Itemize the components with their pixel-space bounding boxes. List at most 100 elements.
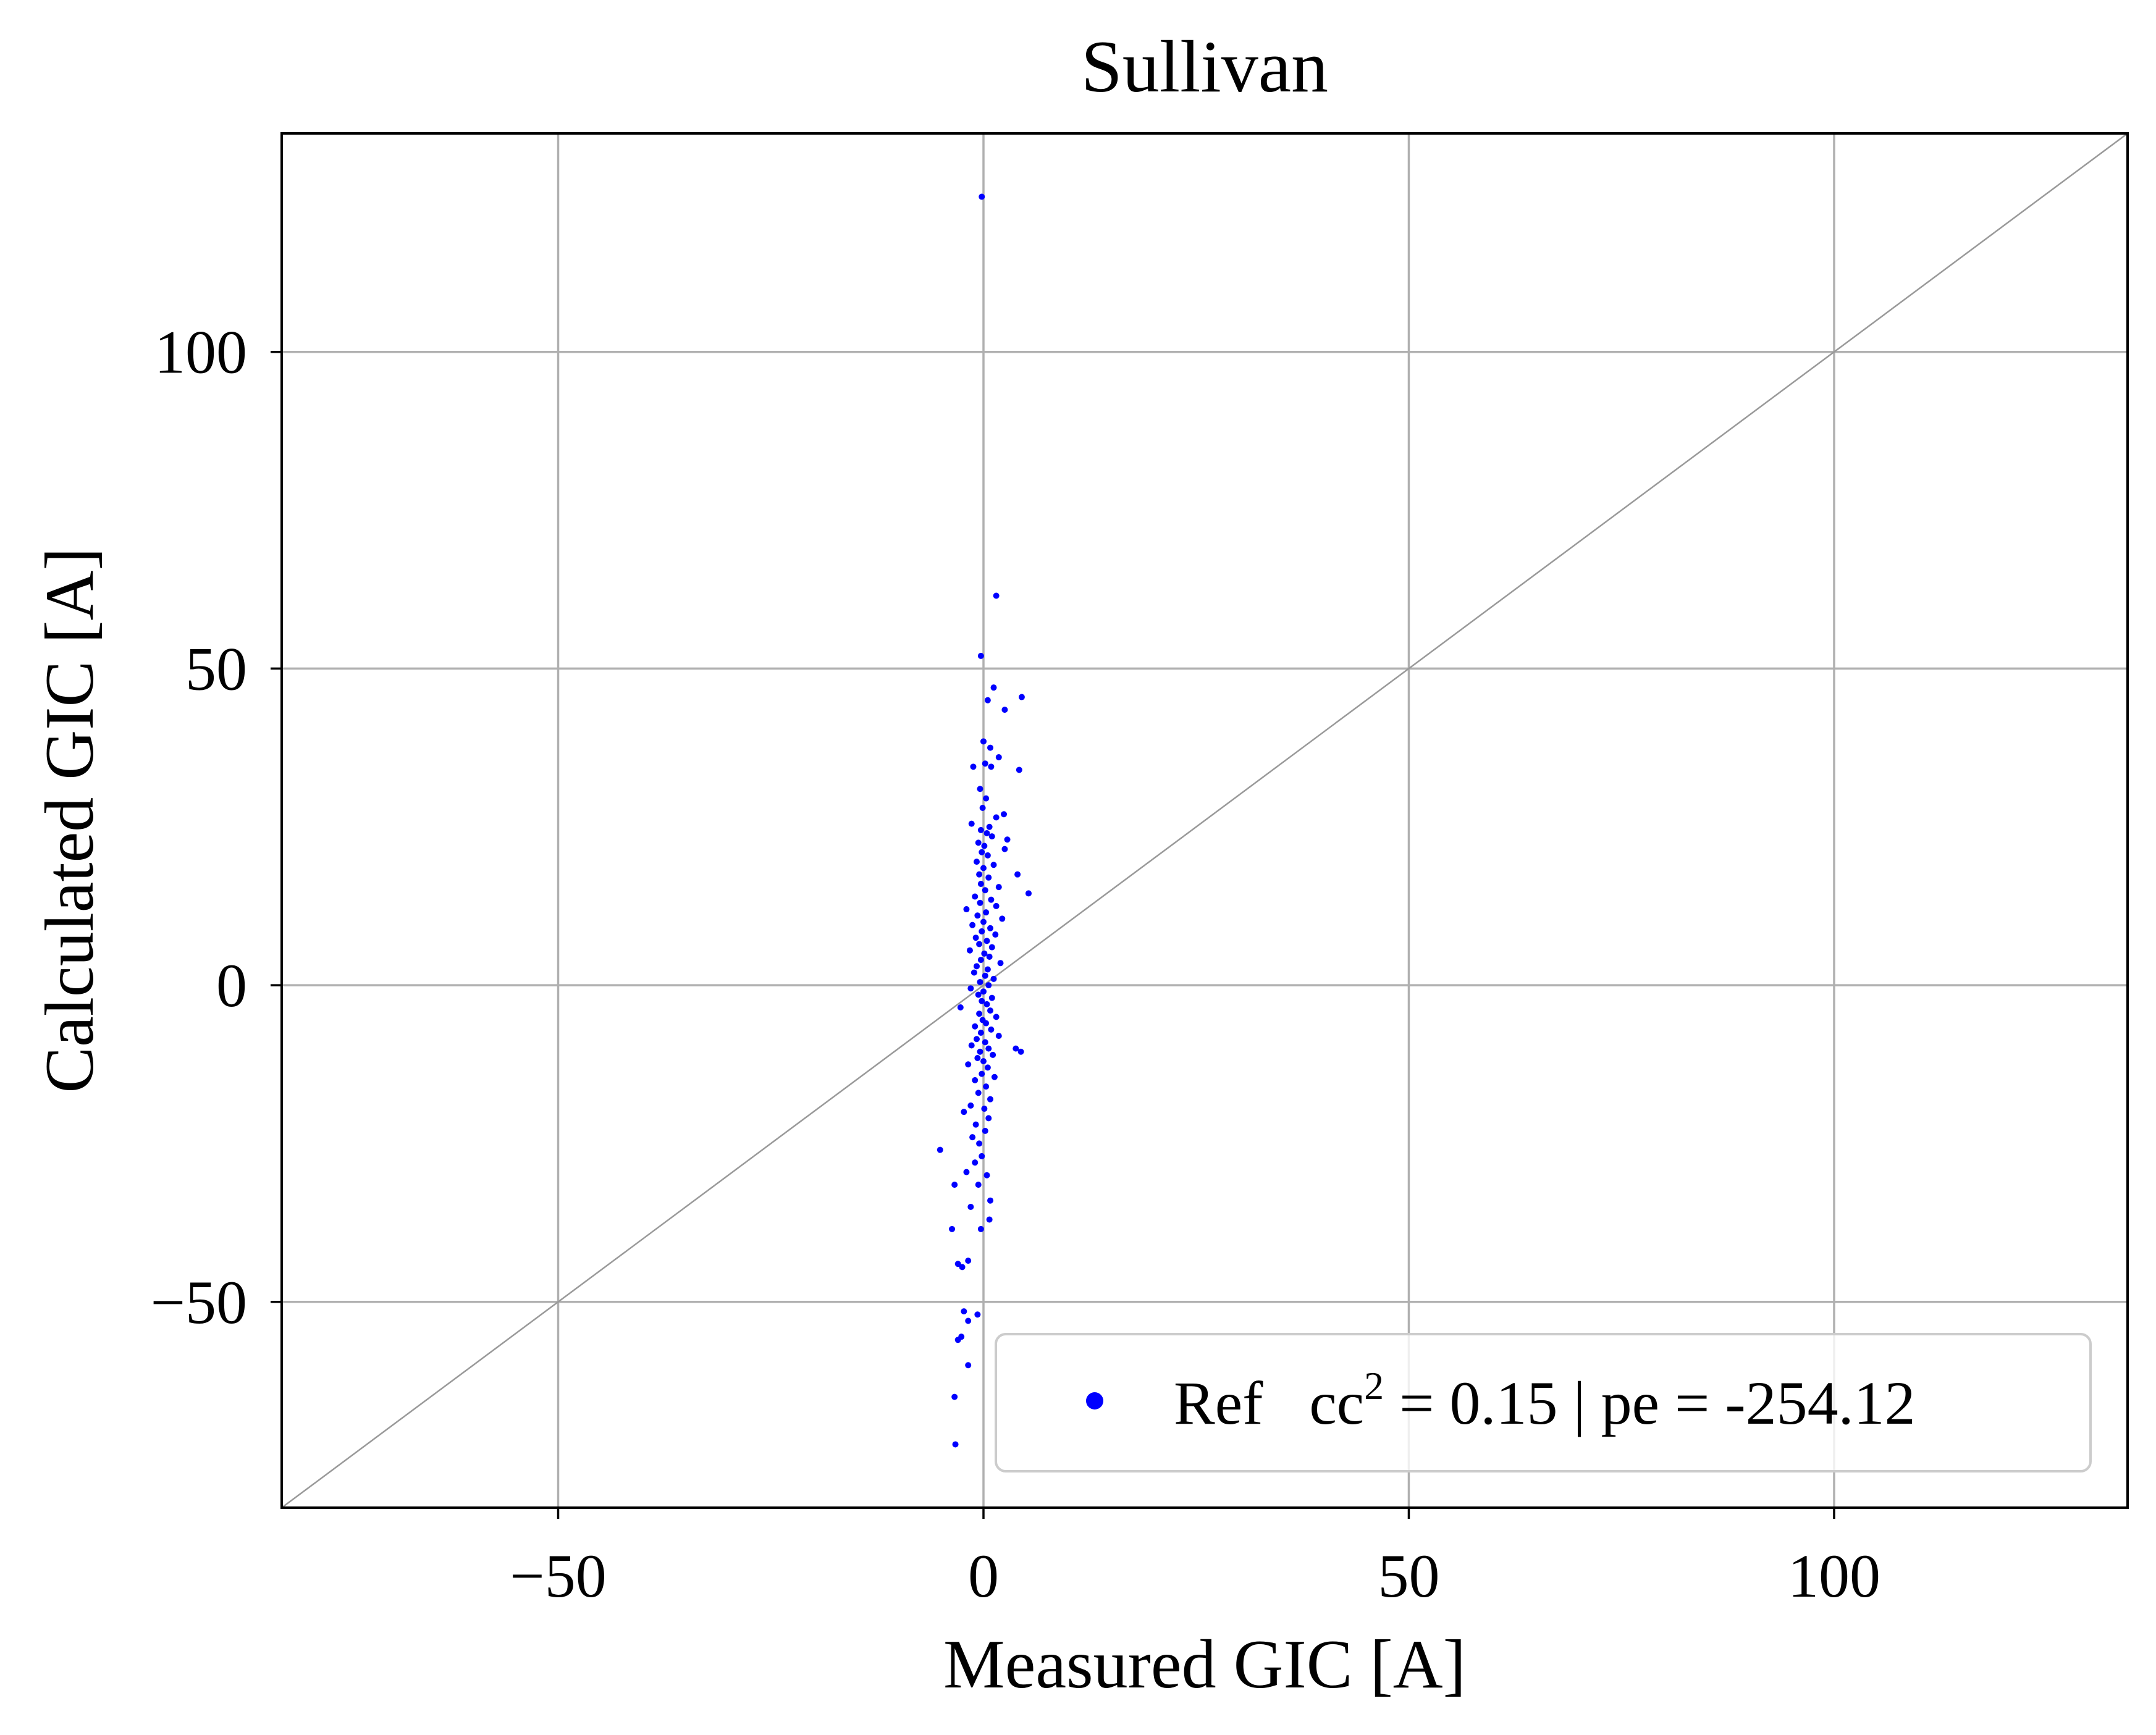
- data-point: [974, 912, 981, 919]
- x-tick-label: −50: [510, 1542, 606, 1610]
- x-tick-label: 0: [968, 1542, 999, 1610]
- data-point: [977, 899, 983, 906]
- data-point: [972, 1077, 979, 1083]
- data-point: [980, 988, 987, 995]
- data-point: [979, 1153, 985, 1159]
- data-point: [993, 592, 1000, 599]
- data-point: [981, 842, 988, 849]
- data-point: [976, 941, 983, 947]
- data-point: [1017, 1048, 1024, 1055]
- data-point: [987, 1007, 994, 1014]
- data-point: [977, 1225, 984, 1232]
- data-point: [954, 1337, 961, 1343]
- legend-label-main: Ref cc: [1174, 1369, 1364, 1437]
- data-point: [970, 763, 977, 770]
- legend-label: Ref cc2 = 0.15 | pe = -254.12: [1174, 1364, 1916, 1437]
- data-point: [980, 738, 987, 745]
- data-point: [981, 950, 988, 957]
- data-point: [995, 884, 1002, 891]
- legend-box: [995, 1333, 2092, 1472]
- data-point: [979, 1070, 985, 1077]
- y-tick-label: 0: [216, 951, 247, 1020]
- data-point: [990, 862, 997, 868]
- data-point: [949, 1225, 956, 1232]
- data-point: [968, 1042, 975, 1049]
- data-point: [959, 1264, 966, 1271]
- y-axis-ticks: −50 0 50 100: [151, 318, 282, 1337]
- data-point: [987, 1096, 994, 1103]
- data-point: [999, 915, 1006, 922]
- data-point: [979, 193, 985, 200]
- data-point: [982, 972, 988, 979]
- data-point: [977, 1029, 984, 1036]
- data-point: [976, 1010, 983, 1017]
- data-point: [988, 833, 995, 840]
- data-point: [1001, 846, 1008, 852]
- data-point: [972, 1159, 979, 1166]
- data-point: [977, 652, 984, 659]
- data-point: [967, 985, 974, 992]
- data-point: [965, 1258, 972, 1264]
- data-point: [986, 953, 993, 960]
- data-point: [967, 1203, 974, 1210]
- x-tick-label: 100: [1788, 1542, 1880, 1610]
- data-point: [977, 978, 983, 985]
- legend-marker: [1086, 1392, 1103, 1409]
- data-point: [993, 814, 1000, 821]
- plot-frame: [280, 132, 2129, 1509]
- data-point: [969, 922, 976, 928]
- data-point: [968, 820, 975, 827]
- data-point: [993, 902, 1000, 909]
- data-point: [979, 804, 986, 811]
- x-axis-label: Measured GIC [A]: [943, 1626, 1466, 1703]
- data-point: [951, 1393, 958, 1400]
- data-point: [988, 896, 995, 903]
- data-point: [967, 1102, 974, 1109]
- data-point: [986, 1216, 993, 1223]
- data-point: [973, 963, 980, 970]
- data-point: [1014, 871, 1021, 878]
- data-point: [961, 1109, 967, 1115]
- data-point: [976, 871, 983, 878]
- data-point: [963, 1169, 970, 1175]
- x-axis-ticks: −50 0 50 100: [510, 1508, 1880, 1610]
- data-point: [1025, 890, 1032, 897]
- data-point: [965, 1317, 972, 1324]
- data-point: [987, 925, 994, 931]
- data-point: [977, 957, 984, 964]
- data-point: [983, 938, 990, 944]
- data-point: [977, 1048, 983, 1055]
- data-point: [997, 960, 1004, 967]
- data-point: [992, 931, 999, 938]
- data-point: [975, 991, 982, 998]
- x-tick-label: 50: [1378, 1542, 1439, 1610]
- data-point: [974, 1311, 981, 1318]
- data-point: [988, 1026, 995, 1033]
- data-point: [988, 763, 995, 770]
- identity-reference-line: [281, 132, 2128, 1509]
- data-point: [976, 1140, 983, 1147]
- data-point: [957, 1004, 964, 1010]
- data-point: [985, 982, 992, 989]
- chart-title: Sullivan: [1081, 25, 1328, 107]
- data-point: [981, 1106, 988, 1112]
- legend-label-tail: = 0.15 | pe = -254.12: [1384, 1369, 1916, 1437]
- data-point: [982, 760, 988, 767]
- data-point: [984, 1064, 991, 1071]
- data-point: [990, 684, 997, 691]
- grid-lines: [282, 133, 2128, 1508]
- data-point: [983, 909, 990, 916]
- data-point: [987, 1197, 994, 1204]
- data-point: [965, 1362, 972, 1369]
- data-point: [969, 1134, 976, 1141]
- y-tick-label: 50: [185, 634, 247, 703]
- y-tick-label: 100: [154, 318, 247, 387]
- data-point: [977, 786, 983, 792]
- data-point: [985, 1045, 992, 1052]
- data-point: [977, 881, 984, 888]
- data-point: [975, 1182, 982, 1188]
- data-point: [984, 697, 991, 704]
- data-point: [991, 1073, 998, 1080]
